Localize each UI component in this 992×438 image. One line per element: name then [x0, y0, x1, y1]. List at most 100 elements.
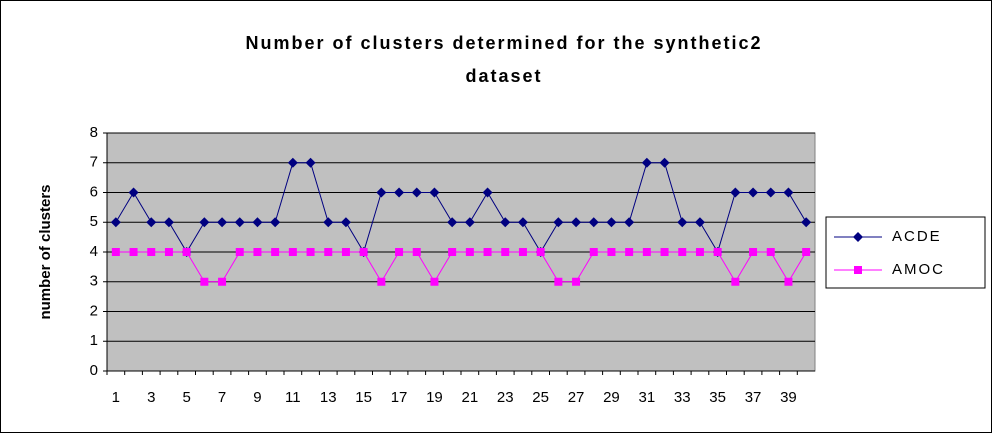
point	[217, 217, 228, 228]
point	[146, 217, 157, 228]
point	[482, 187, 493, 198]
point	[341, 248, 350, 256]
point	[200, 277, 209, 286]
point	[394, 187, 405, 198]
point	[483, 248, 492, 256]
point	[659, 157, 670, 168]
point	[411, 187, 422, 198]
point	[748, 187, 759, 198]
x-tick-label: 29	[603, 389, 620, 406]
point	[465, 248, 474, 256]
point	[163, 217, 174, 228]
point	[128, 187, 139, 198]
point	[429, 187, 440, 198]
x-tick-label: 1	[112, 389, 120, 406]
x-tick-label: 25	[532, 389, 549, 406]
x-tick-label: 23	[497, 389, 514, 406]
x-tick-label: 7	[218, 389, 226, 406]
point	[287, 157, 298, 168]
legend-marker	[853, 232, 863, 242]
x-tick-label: 5	[182, 389, 190, 406]
point	[129, 248, 138, 256]
x-tick-label: 31	[639, 389, 656, 406]
legend-label: ACDE	[892, 228, 942, 245]
point	[500, 217, 511, 228]
x-tick-label: 3	[147, 389, 155, 406]
point	[588, 217, 599, 228]
x-tick-label: 19	[426, 389, 443, 406]
point	[377, 277, 386, 286]
point	[252, 217, 263, 228]
y-tick-label: 6	[90, 183, 98, 200]
point	[235, 248, 244, 256]
point	[801, 217, 812, 228]
point	[749, 248, 758, 256]
legend	[825, 216, 986, 289]
y-tick-label: 1	[90, 332, 98, 349]
x-tick-label: 17	[391, 389, 408, 406]
point	[678, 248, 687, 256]
point	[340, 217, 351, 228]
point	[641, 157, 652, 168]
point	[571, 217, 582, 228]
point	[642, 248, 651, 256]
point	[412, 248, 421, 256]
x-tick-label: 35	[709, 389, 726, 406]
y-axis-label: number of clusters	[37, 184, 54, 319]
point	[766, 248, 775, 256]
point	[730, 187, 741, 198]
point	[376, 187, 387, 198]
point	[783, 187, 794, 198]
point	[536, 248, 545, 256]
point	[430, 277, 439, 286]
y-tick-label: 8	[90, 124, 98, 141]
y-tick-label: 0	[90, 362, 98, 379]
legend-label: AMOC	[892, 261, 945, 278]
point	[218, 277, 227, 286]
x-tick-label: 37	[745, 389, 762, 406]
point	[288, 248, 297, 256]
point	[695, 248, 704, 256]
point	[694, 217, 705, 228]
point	[110, 217, 121, 228]
point	[448, 248, 457, 256]
point	[147, 248, 156, 256]
point	[271, 248, 280, 256]
point	[625, 248, 634, 256]
point	[395, 248, 404, 256]
y-tick-label: 4	[90, 243, 98, 260]
point	[324, 248, 333, 256]
point	[323, 217, 334, 228]
point	[660, 248, 669, 256]
x-tick-label: 27	[568, 389, 585, 406]
point	[589, 248, 598, 256]
point	[553, 217, 564, 228]
point	[111, 248, 120, 256]
chart-title: dataset	[465, 66, 542, 86]
point	[199, 217, 210, 228]
point	[677, 217, 688, 228]
y-tick-label: 2	[90, 302, 98, 319]
x-tick-label: 11	[285, 389, 301, 406]
x-tick-label: 13	[320, 389, 337, 406]
point	[359, 248, 368, 256]
point	[464, 217, 475, 228]
point	[731, 277, 740, 286]
point	[765, 187, 776, 198]
point	[501, 248, 510, 256]
point	[802, 248, 811, 256]
y-tick-label: 5	[90, 213, 98, 230]
series-line	[115, 162, 807, 254]
y-tick-label: 7	[90, 154, 98, 171]
point	[253, 248, 262, 256]
x-tick-label: 39	[780, 389, 797, 406]
point	[554, 277, 563, 286]
point	[518, 248, 527, 256]
legend-marker	[854, 266, 862, 274]
x-tick-label: 21	[462, 389, 479, 406]
point	[447, 217, 458, 228]
point	[607, 248, 616, 256]
point	[270, 217, 281, 228]
series-line	[115, 251, 807, 283]
